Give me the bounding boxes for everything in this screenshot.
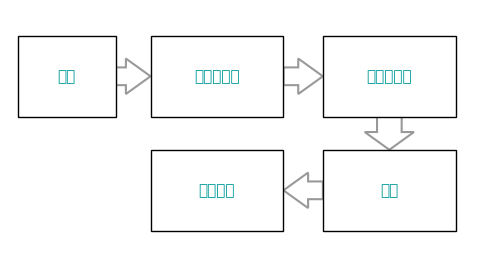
FancyBboxPatch shape <box>323 150 456 231</box>
FancyBboxPatch shape <box>150 150 283 231</box>
Text: 小电流充电: 小电流充电 <box>367 69 412 84</box>
Text: 大电流充电: 大电流充电 <box>194 69 240 84</box>
PathPatch shape <box>365 117 414 150</box>
Text: 再次充电: 再次充电 <box>199 183 235 198</box>
PathPatch shape <box>116 59 150 94</box>
FancyBboxPatch shape <box>150 36 283 117</box>
Text: 水化: 水化 <box>58 69 76 84</box>
FancyBboxPatch shape <box>17 36 116 117</box>
PathPatch shape <box>283 172 323 208</box>
Text: 放电: 放电 <box>380 183 398 198</box>
FancyBboxPatch shape <box>323 36 456 117</box>
PathPatch shape <box>283 59 323 94</box>
